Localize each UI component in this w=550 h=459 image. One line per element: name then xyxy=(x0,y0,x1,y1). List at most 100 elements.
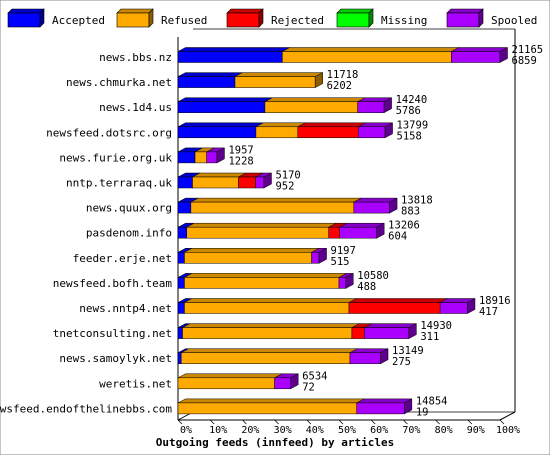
x-axis: 0% 10% 20% 30% 40% 50% 60% 70% 80% 90% 100% xyxy=(177,419,520,436)
bars xyxy=(177,47,508,415)
value-label-secondary: 5786 xyxy=(396,105,421,117)
bar-segment-accepted xyxy=(177,101,266,113)
value-label-total: 11718 xyxy=(327,69,359,81)
x-axis-title: Outgoing feeds (innfeed) by articles xyxy=(156,436,394,449)
bar-row xyxy=(177,247,327,264)
category-label: pasdenom.info xyxy=(86,227,172,240)
category-label: news.chmurka.net xyxy=(66,76,172,89)
value-label-total: 6534 xyxy=(302,370,327,382)
bar-segment-refused xyxy=(194,151,207,164)
value-label-total: 14854 xyxy=(416,395,448,407)
bar-segment-spooled-side xyxy=(318,247,327,264)
value-label-total: 21165 xyxy=(512,44,544,56)
bar-segment-refused-top xyxy=(234,72,323,77)
bar-segment-refused xyxy=(190,201,355,214)
bar-segment-accepted xyxy=(177,201,192,214)
bar-segment-rejected xyxy=(348,302,441,314)
x-tick-label: 40% xyxy=(306,425,324,436)
bar-segment-refused-top xyxy=(184,298,357,303)
bar-segment-refused-top xyxy=(190,197,362,203)
category-label: feeder.erje.net xyxy=(73,252,172,265)
bar-row xyxy=(177,222,385,239)
value-label-total: 9197 xyxy=(331,245,356,257)
x-tick xyxy=(435,419,440,425)
bar-segment-refused xyxy=(184,277,340,289)
bar-segment-accepted xyxy=(177,76,236,88)
bar-row xyxy=(177,97,392,114)
legend-swatch-side xyxy=(368,8,374,28)
bar-segment-refused-top xyxy=(255,122,306,128)
bar-segment-refused-top xyxy=(184,273,347,278)
x-tick-label: 80% xyxy=(435,425,453,436)
x-tick-label: 0% xyxy=(180,425,192,436)
legend-swatch-top xyxy=(226,8,264,14)
x-tick xyxy=(403,419,408,425)
value-label-total: 14240 xyxy=(396,94,428,106)
legend-swatch-side xyxy=(478,8,484,28)
bar-segment-accepted xyxy=(177,51,283,63)
x-tick-label: 10% xyxy=(209,425,227,436)
category-label: news.1d4.us xyxy=(99,101,172,114)
bar-segment-refused xyxy=(184,252,312,264)
legend-item-spooled: Spooled xyxy=(446,8,537,28)
legend-swatch-side xyxy=(148,8,154,28)
bar-segment-refused xyxy=(255,126,299,139)
bar-segment-spooled-side xyxy=(290,373,299,390)
bar-row xyxy=(177,373,299,390)
legend-item-refused: Refused xyxy=(116,8,207,28)
bar-segment-rejected-top xyxy=(348,298,448,303)
x-tick-label: 50% xyxy=(338,425,356,436)
bar-row xyxy=(177,348,389,365)
bar-segment-rejected xyxy=(297,126,359,139)
legend-label: Missing xyxy=(381,14,427,27)
bar-segment-spooled-side xyxy=(467,298,476,314)
x-axis-depth xyxy=(499,411,516,421)
bar-row xyxy=(177,172,272,189)
value-label-total: 1957 xyxy=(228,144,253,156)
bar-row xyxy=(177,147,225,164)
value-label-secondary: 6202 xyxy=(327,80,352,92)
value-label-secondary: 5158 xyxy=(397,130,422,142)
bar-row xyxy=(177,323,417,340)
bar-segment-spooled xyxy=(439,302,468,314)
bar-segment-refused xyxy=(234,76,316,88)
bar-segment-refused xyxy=(180,352,351,364)
legend-swatch xyxy=(116,12,150,28)
value-label-secondary: 6859 xyxy=(512,55,537,67)
bar-segment-spooled xyxy=(339,226,377,239)
bar-segment-spooled-side xyxy=(384,122,393,139)
bar-segment-spooled-side xyxy=(263,172,272,189)
bar-segment-spooled xyxy=(338,277,347,289)
bar-segment-accepted xyxy=(177,352,182,364)
bar-segment-spooled xyxy=(364,327,410,339)
bar-segment-spooled-side xyxy=(383,97,392,114)
x-tick xyxy=(499,419,505,425)
legend-label: Accepted xyxy=(52,14,105,27)
bar-segment-spooled xyxy=(353,201,390,214)
bar-segment-accepted xyxy=(177,302,185,314)
bar-segment-refused xyxy=(186,226,329,239)
category-label: tnetconsulting.net xyxy=(53,327,172,340)
bar-row xyxy=(177,272,354,289)
x-tick xyxy=(274,419,279,425)
category-label: newsfeed.dotsrc.org xyxy=(46,126,172,139)
bar-segment-refused-top xyxy=(192,172,247,178)
bar-segment-rejected xyxy=(238,176,256,189)
legend-swatch-top xyxy=(7,8,45,14)
bar-row xyxy=(177,122,393,139)
value-label-total: 18916 xyxy=(479,295,511,307)
value-label-secondary: 417 xyxy=(479,306,498,318)
legend-swatch-top xyxy=(446,8,484,14)
bar-segment-spooled xyxy=(311,252,320,264)
legend-label: Rejected xyxy=(271,14,324,27)
legend-swatch xyxy=(7,12,41,28)
value-label-secondary: 19 xyxy=(416,406,429,418)
bar-segment-spooled-side xyxy=(216,147,225,164)
category-labels: news.bbs.nz news.chmurka.net news.1d4.us ne… xyxy=(0,51,172,415)
category-label: newsfeed.bofh.team xyxy=(53,277,173,290)
bar-segment-rejected xyxy=(328,226,340,239)
x-tick xyxy=(306,419,312,425)
bar-segment-rejected xyxy=(351,327,365,339)
category-label: nntp.terraraq.uk xyxy=(66,177,172,190)
legend-item-rejected: Rejected xyxy=(226,8,324,28)
